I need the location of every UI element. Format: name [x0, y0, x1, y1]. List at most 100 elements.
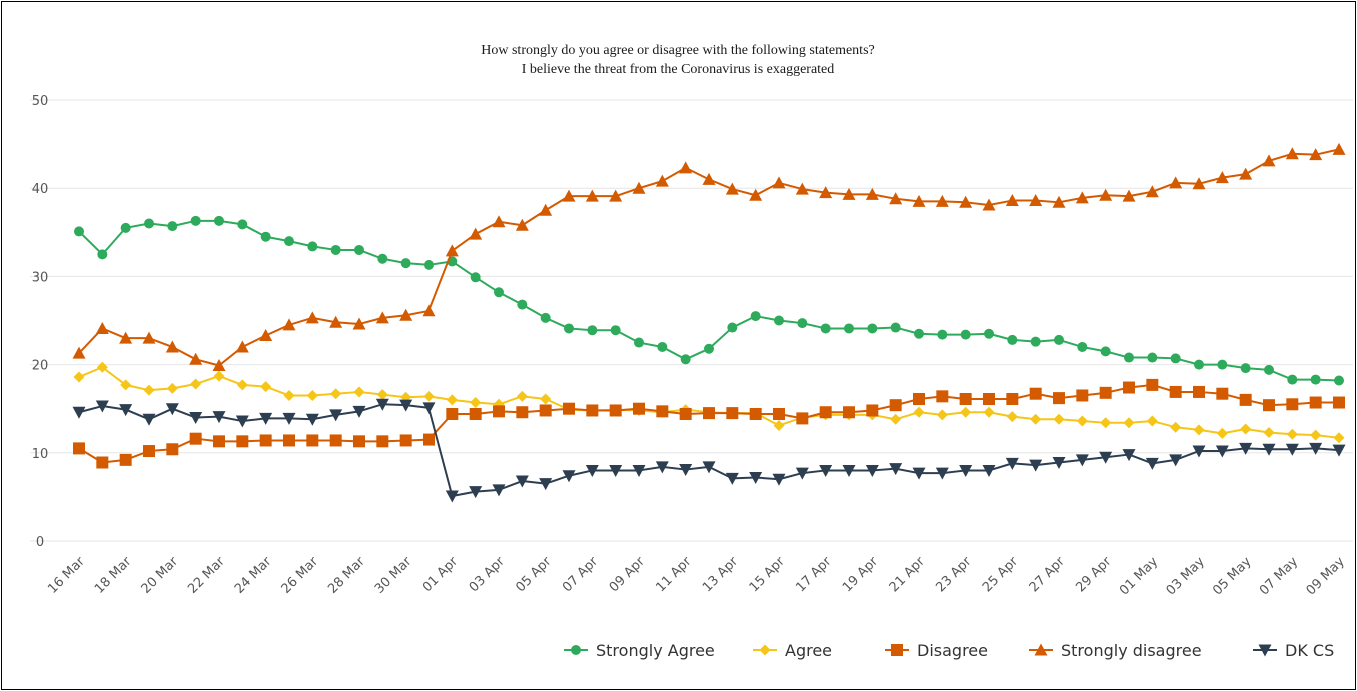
data-point-dk-cs	[142, 413, 156, 426]
data-point-dk-cs	[772, 473, 786, 486]
data-point-strongly-agree	[494, 287, 504, 298]
data-point-strongly-disagree	[282, 318, 296, 331]
data-point-agree	[306, 389, 318, 401]
data-point-agree	[1100, 417, 1112, 429]
data-point-agree	[773, 419, 785, 431]
data-point-strongly-agree	[307, 241, 318, 252]
x-tick-label: 03 Apr	[467, 554, 509, 596]
data-point-strongly-agree	[750, 311, 761, 322]
data-point-agree	[960, 406, 972, 418]
data-point-strongly-agree	[1310, 374, 1321, 385]
data-point-strongly-agree	[1240, 363, 1251, 374]
legend-item-dk-cs[interactable]: DK CS	[1253, 641, 1334, 660]
data-point-strongly-agree	[284, 236, 294, 247]
data-point-strongly-agree	[587, 325, 598, 336]
legend-item-disagree[interactable]: Disagree	[885, 641, 988, 660]
data-point-disagree	[73, 442, 85, 455]
legend-label-dk-cs: DK CS	[1285, 641, 1334, 660]
data-point-strongly-disagree	[515, 218, 529, 231]
data-point-disagree	[749, 407, 762, 420]
data-point-strongly-agree	[820, 323, 831, 334]
data-point-disagree	[703, 407, 715, 420]
data-point-disagree	[516, 406, 529, 419]
legend-item-strongly-agree[interactable]: Strongly Agree	[564, 641, 715, 660]
data-point-strongly-agree	[1264, 364, 1274, 375]
grid-lines	[30, 99, 1353, 542]
data-point-strongly-disagree	[842, 187, 856, 200]
data-point-disagree	[656, 405, 669, 418]
data-point-strongly-agree	[260, 231, 271, 242]
data-point-dk-cs	[1262, 443, 1276, 456]
data-point-dk-cs	[235, 415, 249, 428]
data-point-strongly-disagree	[1122, 189, 1136, 202]
data-point-strongly-disagree	[352, 317, 366, 330]
data-point-strongly-agree	[797, 318, 808, 329]
data-point-strongly-disagree	[422, 304, 436, 317]
data-point-strongly-disagree	[1052, 195, 1066, 208]
data-point-strongly-agree	[890, 322, 901, 333]
data-point-disagree	[773, 407, 785, 420]
series-agree	[73, 361, 1345, 444]
data-point-dk-cs	[1005, 457, 1019, 470]
data-point-disagree	[1286, 398, 1299, 411]
data-point-strongly-agree	[914, 328, 924, 339]
y-tick-label: 10	[32, 447, 49, 462]
x-tick-label: 13 Apr	[700, 554, 742, 596]
data-point-strongly-agree	[424, 259, 434, 270]
data-point-strongly-agree	[867, 323, 878, 334]
data-point-disagree	[236, 435, 249, 448]
x-tick-label: 26 Mar	[279, 554, 322, 597]
data-point-disagree	[1076, 389, 1089, 402]
data-point-disagree	[1053, 392, 1065, 405]
data-point-strongly-agree	[1007, 334, 1018, 345]
data-point-strongly-agree	[400, 258, 411, 269]
data-point-strongly-disagree	[119, 331, 133, 344]
data-point-disagree	[913, 392, 925, 405]
data-point-dk-cs	[702, 461, 716, 474]
x-tick-label: 20 Mar	[139, 554, 182, 597]
data-point-strongly-agree	[97, 249, 108, 260]
data-point-disagree	[1263, 399, 1275, 412]
data-point-strongly-disagree	[445, 244, 459, 257]
x-tick-label: 07 Apr	[560, 554, 602, 596]
data-point-strongly-agree	[727, 322, 738, 333]
data-point-dk-cs	[749, 471, 763, 484]
data-point-agree	[1310, 429, 1322, 441]
data-point-strongly-agree	[1194, 359, 1204, 370]
series-disagree	[73, 378, 1345, 469]
data-point-dk-cs	[1192, 445, 1206, 458]
data-point-strongly-disagree	[959, 195, 973, 208]
data-point-strongly-disagree	[749, 188, 763, 201]
data-point-agree	[1053, 413, 1065, 425]
legend-item-strongly-disagree[interactable]: Strongly disagree	[1029, 641, 1202, 660]
data-point-agree	[1216, 427, 1228, 439]
x-tick-label: 09 May	[1304, 554, 1348, 598]
data-point-strongly-agree	[680, 354, 691, 365]
data-point-strongly-disagree	[819, 186, 833, 199]
data-point-strongly-disagree	[702, 172, 716, 185]
data-point-disagree	[1099, 386, 1112, 399]
x-tick-label: 16 Mar	[45, 554, 88, 597]
data-point-strongly-agree	[960, 329, 971, 340]
legend-marker-strongly-agree	[571, 645, 581, 655]
data-point-strongly-agree	[657, 341, 668, 352]
x-tick-label: 27 Apr	[1027, 554, 1069, 596]
data-point-strongly-disagree	[632, 181, 646, 194]
data-point-strongly-disagree	[1169, 176, 1183, 189]
x-tick-label: 23 Apr	[933, 554, 975, 596]
data-point-disagree	[843, 406, 855, 419]
data-point-dk-cs	[95, 400, 109, 413]
data-point-strongly-disagree	[1029, 194, 1043, 207]
data-point-strongly-disagree	[795, 182, 809, 195]
data-point-strongly-disagree	[259, 328, 273, 341]
data-point-dk-cs	[1099, 451, 1113, 464]
data-point-dk-cs	[399, 399, 413, 412]
x-tick-label: 22 Mar	[185, 554, 228, 597]
data-point-disagree	[819, 406, 832, 419]
legend-item-agree[interactable]: Agree	[753, 641, 832, 660]
data-point-agree	[353, 386, 365, 398]
data-point-disagree	[563, 402, 575, 415]
data-point-strongly-disagree	[212, 358, 226, 371]
data-point-agree	[423, 390, 435, 402]
data-point-agree	[143, 384, 155, 396]
